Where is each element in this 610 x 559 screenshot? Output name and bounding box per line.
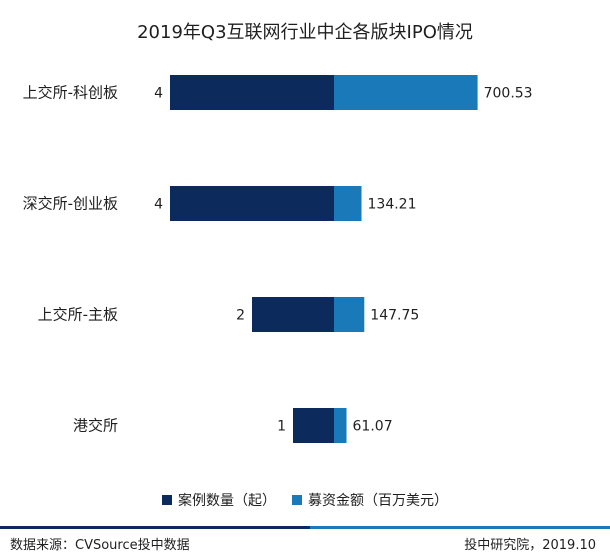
footer-divider [0, 526, 610, 529]
legend-label-amount: 募资金额（百万美元） [308, 493, 448, 509]
value-label-cases-star-market: 4 [154, 86, 163, 102]
legend-label-cases: 案例数量（起） [178, 493, 276, 509]
legend-item-amount: 募资金额（百万美元） [292, 490, 448, 510]
bar-cases-star-market [170, 75, 334, 110]
value-label-cases-hkex: 1 [277, 419, 286, 435]
bar-cases-sse-main [252, 297, 334, 332]
value-label-amount-hkex: 61.07 [353, 419, 393, 435]
bar-cases-chinext [170, 186, 334, 221]
bar-amount-chinext [334, 186, 362, 221]
value-label-amount-sse-main: 147.75 [370, 308, 419, 324]
chart-title: 2019年Q3互联网行业中企各版块IPO情况 [137, 22, 473, 43]
category-label-sse-main: 上交所-主板 [38, 306, 118, 324]
value-label-cases-sse-main: 2 [236, 308, 245, 324]
chart-legend: 案例数量（起） 募资金额（百万美元） [0, 490, 610, 510]
value-label-amount-chinext: 134.21 [368, 197, 417, 213]
legend-swatch-amount [292, 495, 302, 505]
category-label-chinext: 深交所-创业板 [23, 195, 118, 213]
bar-amount-star-market [334, 75, 478, 110]
bar-cases-hkex [293, 408, 334, 443]
source-note: 数据来源：CVSource投中数据 [10, 538, 190, 553]
legend-item-cases: 案例数量（起） [162, 490, 276, 510]
value-label-amount-star-market: 700.53 [484, 86, 533, 102]
bar-amount-sse-main [334, 297, 365, 332]
chart-plot: 上交所-科创板 4 700.53 深交所-创业板 4 134.21 上交所-主板 2 147.7… [23, 75, 533, 443]
legend-swatch-cases [162, 495, 172, 505]
footer-divider-right [310, 526, 610, 529]
bar-amount-hkex [334, 408, 347, 443]
category-label-star-market: 上交所-科创板 [23, 84, 118, 102]
footer-divider-left [0, 526, 310, 529]
category-label-hkex: 港交所 [73, 417, 118, 435]
value-label-cases-chinext: 4 [154, 197, 163, 213]
credit-note: 投中研究院，2019.10 [464, 538, 596, 553]
